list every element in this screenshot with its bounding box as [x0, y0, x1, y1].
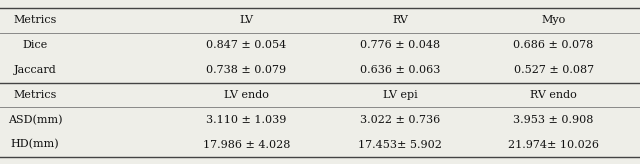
Text: ASD(mm): ASD(mm): [8, 115, 63, 125]
Text: 0.776 ± 0.048: 0.776 ± 0.048: [360, 40, 440, 50]
Text: 0.527 ± 0.087: 0.527 ± 0.087: [513, 65, 594, 75]
Text: LV endo: LV endo: [224, 90, 269, 100]
Text: 3.022 ± 0.736: 3.022 ± 0.736: [360, 115, 440, 125]
Text: 21.974± 10.026: 21.974± 10.026: [508, 140, 599, 150]
Text: Metrics: Metrics: [13, 15, 57, 25]
Text: 0.847 ± 0.054: 0.847 ± 0.054: [206, 40, 287, 50]
Text: Myo: Myo: [541, 15, 566, 25]
Text: Dice: Dice: [22, 40, 48, 50]
Text: 0.738 ± 0.079: 0.738 ± 0.079: [206, 65, 287, 75]
Text: 17.453± 5.902: 17.453± 5.902: [358, 140, 442, 150]
Text: 0.636 ± 0.063: 0.636 ± 0.063: [360, 65, 440, 75]
Text: RV endo: RV endo: [530, 90, 577, 100]
Text: LV: LV: [239, 15, 253, 25]
Text: LV epi: LV epi: [383, 90, 417, 100]
Text: 3.953 ± 0.908: 3.953 ± 0.908: [513, 115, 594, 125]
Text: Jaccard: Jaccard: [14, 65, 56, 75]
Text: HD(mm): HD(mm): [11, 139, 60, 150]
Text: 0.686 ± 0.078: 0.686 ± 0.078: [513, 40, 594, 50]
Text: Metrics: Metrics: [13, 90, 57, 100]
Text: 3.110 ± 1.039: 3.110 ± 1.039: [206, 115, 287, 125]
Text: RV: RV: [392, 15, 408, 25]
Text: 17.986 ± 4.028: 17.986 ± 4.028: [203, 140, 290, 150]
